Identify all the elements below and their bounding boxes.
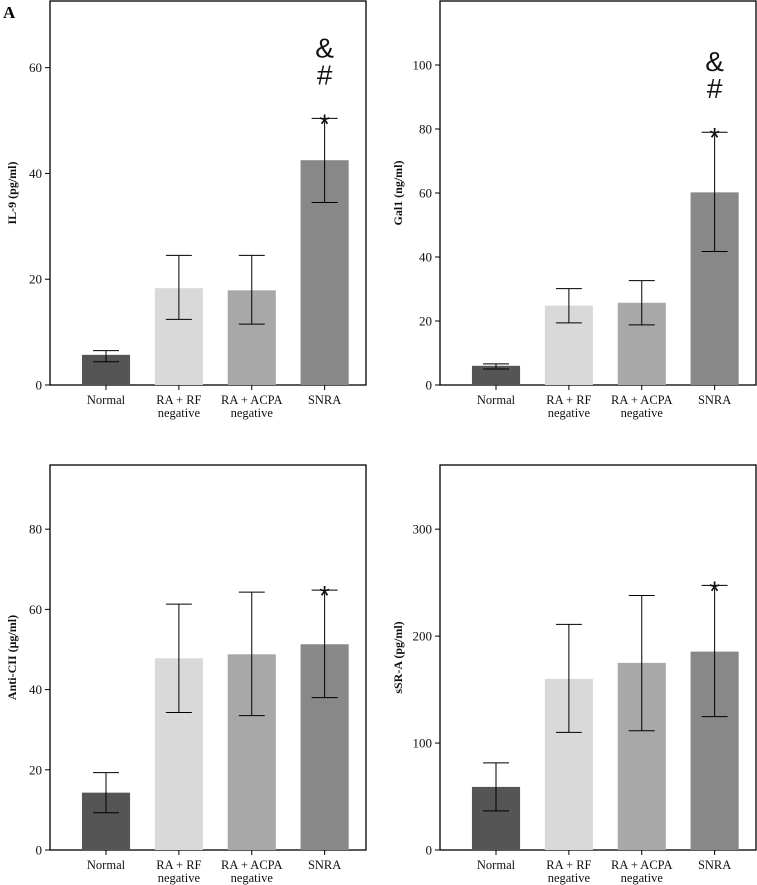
x-tick-label: SNRA bbox=[308, 393, 341, 407]
y-tick-label: 40 bbox=[419, 250, 432, 265]
x-tick-label: negative bbox=[548, 871, 591, 885]
significance-marker: * bbox=[709, 575, 720, 606]
y-tick-label: 0 bbox=[36, 843, 43, 858]
x-tick-label: negative bbox=[158, 871, 201, 885]
x-tick-label: RA + ACPA bbox=[221, 858, 282, 872]
x-tick-label: RA + ACPA bbox=[611, 393, 672, 407]
x-tick-label: Normal bbox=[477, 393, 516, 407]
y-tick-label: 40 bbox=[29, 682, 42, 697]
significance-marker: & bbox=[315, 32, 334, 63]
significance-marker: # bbox=[707, 73, 723, 104]
y-tick-label: 40 bbox=[29, 166, 42, 181]
significance-marker: * bbox=[319, 108, 330, 139]
plot-frame-3 bbox=[49, 464, 367, 851]
y-axis-title: IL-9 (pg/ml) bbox=[5, 161, 19, 224]
x-tick-label: RA + RF bbox=[156, 858, 201, 872]
x-tick-label: RA + RF bbox=[546, 393, 591, 407]
y-axis-title: sSR-A (pg/ml) bbox=[391, 621, 405, 693]
y-tick-label: 0 bbox=[426, 843, 433, 858]
y-axis-title: Anti-CII (μg/ml) bbox=[5, 615, 19, 700]
significance-marker: # bbox=[317, 59, 333, 90]
x-tick-label: Normal bbox=[87, 393, 126, 407]
x-tick-label: negative bbox=[548, 406, 591, 420]
x-tick-label: negative bbox=[231, 871, 274, 885]
x-tick-label: Normal bbox=[87, 858, 126, 872]
x-tick-label: RA + RF bbox=[156, 393, 201, 407]
y-tick-label: 80 bbox=[29, 522, 42, 537]
y-tick-label: 20 bbox=[419, 314, 432, 329]
panel-letter: A bbox=[3, 3, 16, 22]
x-tick-label: negative bbox=[158, 406, 201, 420]
significance-marker: & bbox=[705, 46, 724, 77]
y-tick-label: 0 bbox=[36, 378, 43, 393]
bar-2-1 bbox=[471, 365, 521, 385]
x-tick-label: RA + RF bbox=[546, 858, 591, 872]
y-tick-label: 80 bbox=[419, 122, 432, 137]
plot-frame-4 bbox=[439, 464, 757, 851]
y-tick-label: 60 bbox=[29, 602, 42, 617]
x-tick-label: negative bbox=[231, 406, 274, 420]
y-tick-label: 20 bbox=[29, 762, 42, 777]
y-tick-label: 200 bbox=[413, 629, 433, 644]
y-axis-title: Gal1 (ng/ml) bbox=[391, 160, 405, 225]
y-tick-label: 100 bbox=[413, 58, 433, 73]
x-tick-label: SNRA bbox=[698, 858, 731, 872]
significance-marker: * bbox=[709, 122, 720, 153]
y-tick-label: 60 bbox=[29, 60, 42, 75]
x-tick-label: RA + ACPA bbox=[221, 393, 282, 407]
x-tick-label: SNRA bbox=[308, 858, 341, 872]
x-tick-label: RA + ACPA bbox=[611, 858, 672, 872]
x-tick-label: Normal bbox=[477, 858, 516, 872]
plot-frame-1 bbox=[49, 0, 367, 386]
x-tick-label: negative bbox=[621, 871, 664, 885]
x-tick-label: negative bbox=[621, 406, 664, 420]
y-tick-label: 60 bbox=[419, 186, 432, 201]
y-tick-label: 300 bbox=[413, 522, 433, 537]
y-tick-label: 0 bbox=[426, 378, 433, 393]
y-tick-label: 20 bbox=[29, 272, 42, 287]
significance-marker: * bbox=[319, 580, 330, 611]
y-tick-label: 100 bbox=[413, 736, 433, 751]
x-tick-label: SNRA bbox=[698, 393, 731, 407]
